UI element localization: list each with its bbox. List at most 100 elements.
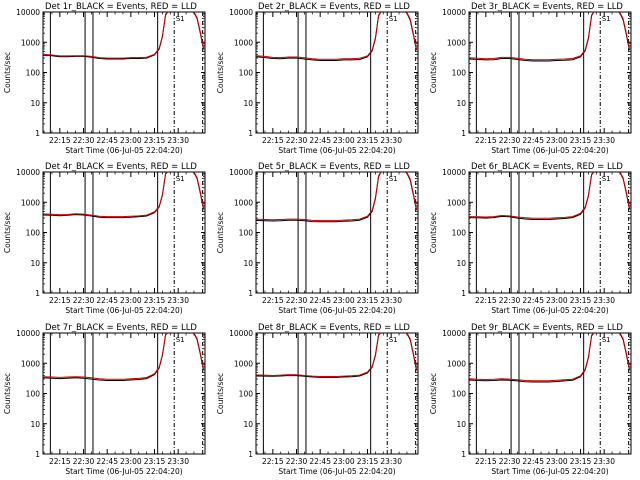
detector-panel-5: Det 5r_BLACK = Events, RED = LLD 1 10 100 10…: [216, 162, 419, 315]
series-lld-red: [469, 172, 630, 219]
series-group: [43, 12, 204, 60]
x-tick-label: 22:30: [499, 136, 521, 145]
panel-title: Det 3r_BLACK = Events, RED = LLD: [471, 2, 623, 12]
series-events-black: [469, 12, 630, 62]
series-events-black: [256, 172, 417, 223]
plot-frame: [42, 332, 206, 455]
x-tick-label: 23:30: [167, 296, 189, 305]
y-tick-label: 10: [243, 420, 253, 429]
panel-title: Det 7r_BLACK = Events, RED = LLD: [45, 323, 197, 333]
series-lld-red: [256, 333, 417, 377]
panel-title: Det 8r_BLACK = Events, RED = LLD: [258, 323, 410, 333]
x-tick-label: 22:45: [96, 136, 118, 145]
x-axis-label: Start Time (06-Jul-05 22:04:20): [278, 306, 395, 315]
marker-label: S1: [602, 336, 611, 344]
series-lld-red: [469, 12, 630, 61]
detector-panel-3: Det 3r_BLACK = Events, RED = LLD 1 10 100 10…: [429, 2, 632, 155]
x-axis-label: Start Time (06-Jul-05 22:04:20): [491, 306, 608, 315]
y-axis-label: Counts/sec: [216, 52, 225, 93]
detector-panel-2: Det 2r_BLACK = Events, RED = LLD 1 10 100 10…: [216, 2, 419, 155]
y-axis-label: Counts/sec: [3, 52, 12, 93]
x-tick-label: 23:15: [570, 136, 592, 145]
x-tick-label: 22:15: [475, 296, 497, 305]
x-tick-label: 23:15: [357, 136, 379, 145]
x-tick-label: 22:30: [73, 457, 95, 466]
x-tick-label: 22:30: [73, 136, 95, 145]
x-tick-label: 23:00: [120, 296, 142, 305]
x-tick-label: 23:00: [120, 457, 142, 466]
y-tick-label: 10: [243, 99, 253, 108]
y-tick-label: 100: [26, 69, 41, 78]
x-axis-label: Start Time (06-Jul-05 22:04:20): [278, 146, 395, 155]
y-tick-label: 10000: [442, 168, 466, 177]
x-axis-label: Start Time (06-Jul-05 22:04:20): [278, 467, 395, 476]
series-group: [43, 172, 204, 219]
y-tick-label: 1: [248, 129, 253, 138]
x-tick-label: 23:15: [570, 457, 592, 466]
y-tick-label: 1: [35, 289, 40, 298]
x-tick-label: 22:30: [499, 457, 521, 466]
x-tick-label: 23:30: [167, 457, 189, 466]
x-tick-label: 22:30: [286, 457, 308, 466]
x-tick-label: 23:15: [144, 136, 166, 145]
marker-label: S1: [176, 336, 185, 344]
y-tick-label: 10000: [229, 8, 253, 17]
x-tick-label: 22:45: [96, 296, 118, 305]
panel-title: Det 2r_BLACK = Events, RED = LLD: [258, 2, 410, 12]
y-tick-label: 10: [456, 420, 466, 429]
x-tick-label: 22:30: [73, 296, 95, 305]
marker-label: S1: [389, 175, 398, 183]
detector-panel-4: Det 4r_BLACK = Events, RED = LLD 1 10 100 10…: [3, 162, 206, 315]
series-lld-red: [256, 172, 417, 222]
plot-frame: [42, 11, 206, 134]
plot-frame: [42, 171, 206, 294]
y-tick-label: 10000: [442, 8, 466, 17]
x-tick-label: 22:45: [309, 136, 331, 145]
series-events-black: [256, 12, 417, 61]
series-lld-red: [43, 333, 204, 380]
x-axis-label: Start Time (06-Jul-05 22:04:20): [65, 306, 182, 315]
marker-label: S1: [176, 15, 185, 23]
series-group: [256, 12, 417, 61]
detector-panel-9: Det 9r_BLACK = Events, RED = LLD 1 10 100 10…: [429, 323, 632, 476]
y-tick-label: 1: [461, 289, 466, 298]
series-group: [43, 333, 204, 381]
series-group: [469, 12, 630, 62]
x-tick-label: 23:00: [333, 136, 355, 145]
x-tick-label: 23:00: [333, 457, 355, 466]
y-tick-label: 1000: [234, 359, 253, 368]
x-tick-label: 23:30: [167, 136, 189, 145]
x-axis-label: Start Time (06-Jul-05 22:04:20): [491, 467, 608, 476]
y-tick-label: 10000: [16, 8, 40, 17]
panel-title: Det 1r_BLACK = Events, RED = LLD: [45, 2, 197, 12]
x-tick-label: 23:15: [144, 296, 166, 305]
y-tick-label: 1000: [234, 38, 253, 47]
series-lld-red: [469, 333, 630, 382]
detector-panel-8: Det 8r_BLACK = Events, RED = LLD 1 10 100 10…: [216, 323, 419, 476]
x-tick-label: 23:30: [380, 457, 402, 466]
y-tick-label: 10000: [16, 168, 40, 177]
y-tick-label: 100: [26, 390, 41, 399]
series-events-black: [469, 172, 630, 220]
x-tick-label: 22:45: [309, 296, 331, 305]
y-tick-label: 10000: [442, 329, 466, 338]
x-tick-label: 23:30: [380, 136, 402, 145]
y-tick-label: 1000: [21, 198, 40, 207]
x-axis-label: Start Time (06-Jul-05 22:04:20): [491, 146, 608, 155]
y-tick-label: 100: [452, 229, 467, 238]
y-tick-label: 100: [452, 390, 467, 399]
y-tick-label: 1000: [447, 38, 466, 47]
detector-panel-1: Det 1r_BLACK = Events, RED = LLD 1 10 100 10…: [3, 2, 206, 155]
detector-panel-6: Det 6r_BLACK = Events, RED = LLD 1 10 100 10…: [429, 162, 632, 315]
marker-label: S1: [389, 15, 398, 23]
y-tick-label: 1: [35, 450, 40, 459]
x-axis-label: Start Time (06-Jul-05 22:04:20): [65, 146, 182, 155]
x-tick-label: 22:30: [286, 296, 308, 305]
x-tick-label: 22:15: [262, 457, 284, 466]
y-axis-label: Counts/sec: [216, 373, 225, 414]
x-tick-label: 23:30: [380, 296, 402, 305]
plot-frame: [468, 332, 632, 455]
series-lld-red: [43, 172, 204, 218]
x-tick-label: 22:30: [286, 136, 308, 145]
series-group: [469, 172, 630, 220]
